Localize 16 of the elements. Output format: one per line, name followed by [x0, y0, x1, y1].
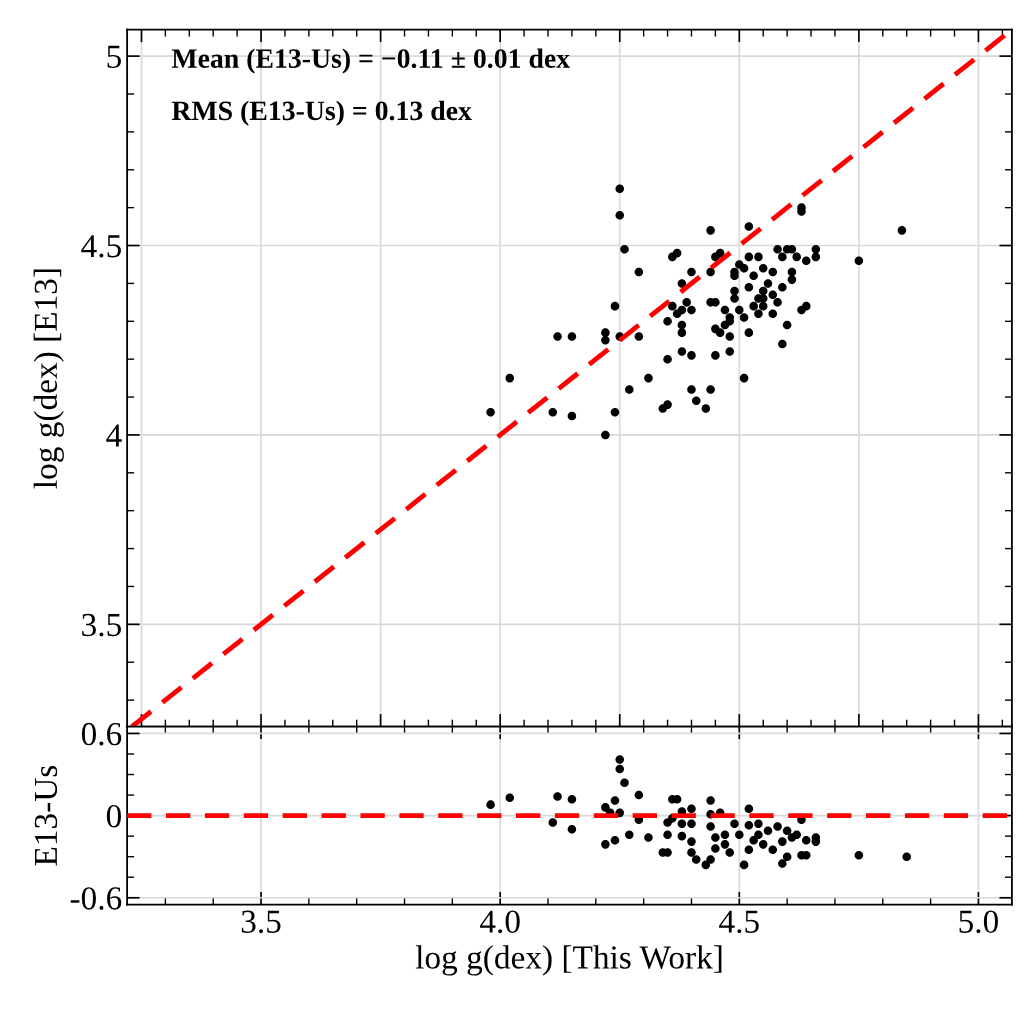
- y-axis-title: log g(dex) [E13]: [33, 269, 64, 489]
- x-axis-title: log g(dex) [This Work]: [415, 945, 722, 976]
- annotation: Mean (E13-Us) = −0.11 ± 0.01 dex: [171, 48, 570, 74]
- y-tick-label: 5: [107, 45, 121, 69]
- y-tick-label: 3.5: [82, 613, 121, 637]
- x-tick-label: 4.0: [479, 910, 520, 934]
- y-tick-label: 0: [106, 805, 121, 828]
- y-tick-label: 4.5: [81, 235, 121, 258]
- y-axis-title: E13-Us: [34, 765, 58, 866]
- y-tick-label: 0.6: [81, 722, 122, 746]
- y-tick-label: 4: [106, 424, 122, 447]
- y-tick-label: -0.6: [70, 887, 122, 910]
- annotation: RMS (E13-Us) = 0.13 dex: [171, 100, 472, 126]
- x-tick-label: 4.5: [719, 910, 759, 934]
- x-tick-label: 5.0: [959, 910, 998, 934]
- x-tick-label: 3.5: [241, 910, 281, 934]
